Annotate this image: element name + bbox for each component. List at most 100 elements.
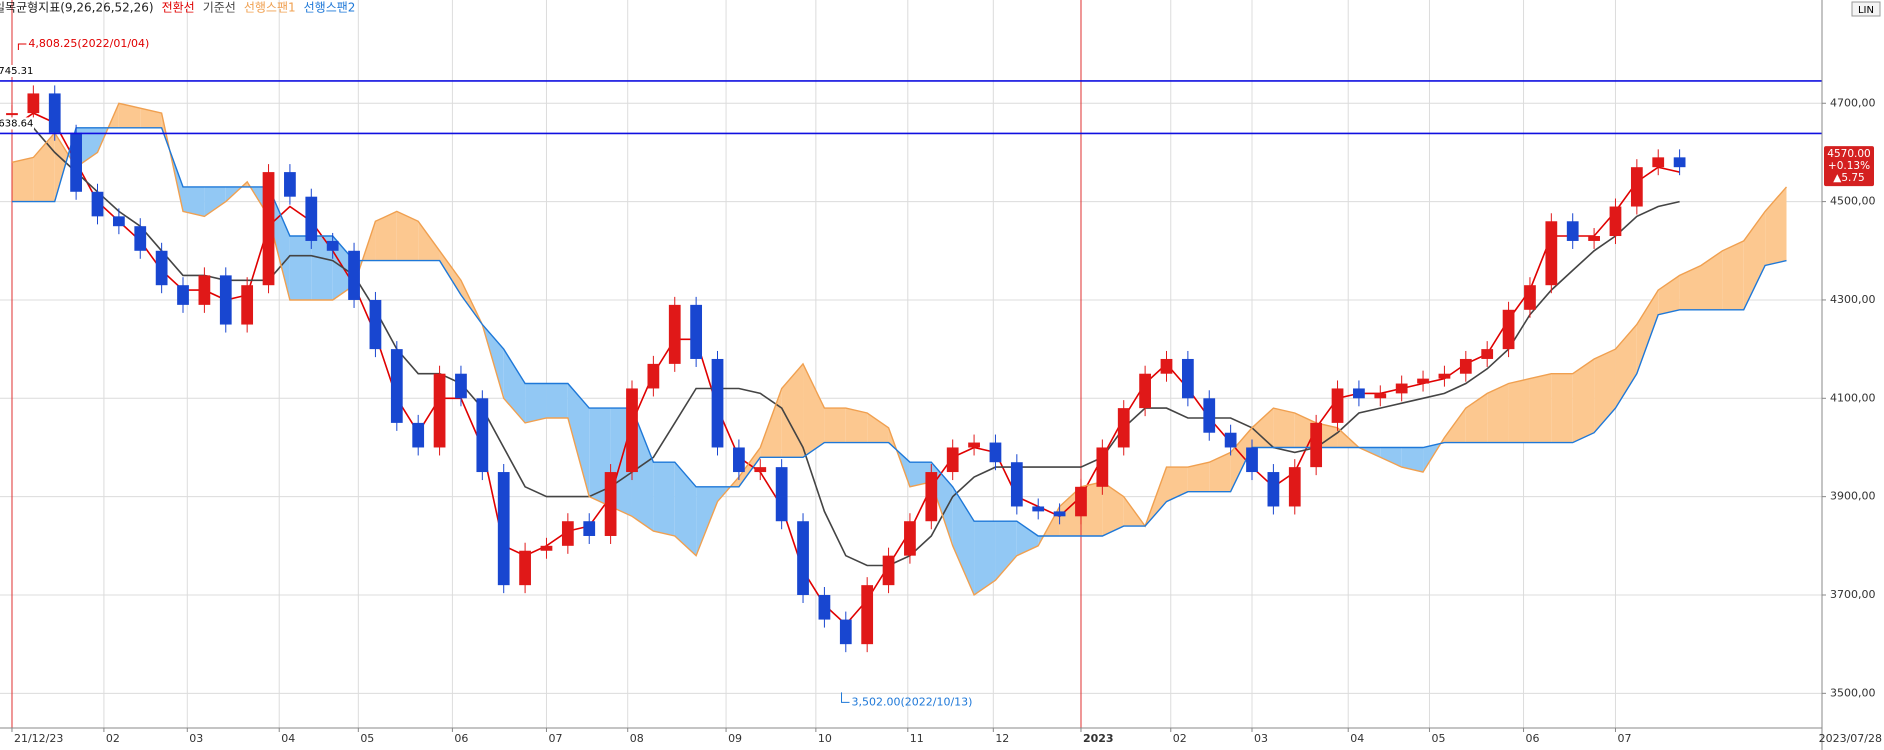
y-tick-label: 4100,00	[1830, 391, 1876, 404]
scale-button[interactable]: LIN	[1858, 5, 1874, 16]
hline-label: 4745.31	[0, 66, 33, 77]
cloud-segment	[11, 157, 34, 202]
candle	[1588, 236, 1600, 241]
cloud-segment	[653, 462, 675, 536]
candle	[91, 191, 104, 217]
cloud-segment	[140, 108, 162, 128]
cloud-segment	[546, 383, 568, 418]
legend-entry: 전환선	[162, 1, 195, 15]
candle	[861, 585, 874, 645]
candle	[348, 250, 360, 300]
candle	[112, 216, 125, 227]
candle	[27, 93, 40, 114]
candle	[1288, 467, 1301, 507]
cloud-segment	[1487, 383, 1509, 443]
cloud-segment	[118, 103, 141, 128]
candle	[284, 172, 296, 197]
candle	[1481, 349, 1494, 359]
cloud-segment	[1252, 408, 1274, 448]
scale-button-box[interactable]	[1851, 1, 1881, 17]
last-change: +0.13%	[1828, 160, 1870, 172]
candle	[48, 93, 61, 133]
cloud-segment	[867, 413, 889, 443]
legend-entry: 선행스팬2	[304, 0, 356, 15]
candle	[904, 521, 916, 556]
candle	[412, 422, 425, 448]
candle	[797, 521, 809, 595]
candle	[1459, 358, 1472, 374]
candle	[1010, 462, 1023, 507]
candle	[1117, 408, 1130, 448]
cloud-segment	[1636, 290, 1659, 374]
cloud-segment	[1273, 408, 1295, 448]
candle	[70, 132, 82, 192]
cloud-segment	[824, 408, 846, 443]
candle	[1267, 472, 1280, 507]
y-tick-label: 4300,00	[1830, 293, 1876, 306]
cloud-segment	[696, 486, 718, 556]
x-tick-label: 04	[281, 732, 295, 745]
last-diff: ▲5.75	[1833, 172, 1864, 184]
y-tick-label: 3500,00	[1830, 686, 1876, 699]
candle	[711, 358, 724, 448]
y-tick-label: 4700,00	[1830, 96, 1876, 109]
candle	[177, 285, 189, 305]
candle	[1545, 221, 1558, 286]
indicator-line	[11, 102, 1788, 597]
candle	[1139, 373, 1151, 409]
cloud-segment	[1722, 240, 1744, 310]
cloud-segment	[525, 383, 547, 423]
annotation-pointer	[17, 43, 27, 51]
x-tick-label: 05	[1431, 732, 1445, 745]
cloud-segment	[183, 186, 205, 217]
cloud-segment	[995, 521, 1017, 581]
cloud-segment	[33, 132, 55, 202]
candle	[455, 373, 467, 399]
candle	[1502, 309, 1515, 350]
hline-label: 4638.64	[0, 118, 33, 129]
x-tick-label: 03	[189, 732, 203, 745]
cloud-segment	[974, 521, 996, 595]
cloud-segment	[418, 221, 440, 261]
candle	[1353, 388, 1365, 399]
candle	[733, 447, 745, 473]
x-tick-label: 07	[548, 732, 562, 745]
cloud-segment	[1230, 427, 1253, 492]
x-tick-label: 09	[728, 732, 742, 745]
y-tick-label: 3900,00	[1830, 490, 1876, 503]
candle	[1075, 486, 1087, 517]
candle	[6, 113, 18, 116]
cloud-segment	[311, 236, 333, 300]
x-tick-label: 21/12/23	[14, 732, 63, 745]
cloud-segment	[1380, 447, 1402, 468]
candle	[497, 472, 510, 586]
cloud-segment	[1401, 447, 1424, 473]
candle	[262, 172, 275, 286]
candle	[690, 304, 703, 359]
cloud-segment	[1016, 521, 1039, 556]
x-tick-label: 02	[106, 732, 120, 745]
candle	[1331, 388, 1344, 423]
candle	[1566, 221, 1579, 241]
x-tick-label: 04	[1350, 732, 1364, 745]
last-price-marker	[1824, 146, 1874, 187]
cloud-segment	[1679, 265, 1701, 310]
candle	[1096, 447, 1109, 487]
candle	[1160, 358, 1173, 374]
candle	[1374, 393, 1387, 399]
candle	[155, 250, 168, 286]
cloud-segment	[375, 211, 397, 261]
candle	[604, 472, 617, 536]
candle	[369, 299, 382, 350]
candle	[1524, 285, 1536, 310]
candle	[476, 398, 489, 473]
x-tick-label: 06	[454, 732, 468, 745]
x-tick-label: 12	[995, 732, 1009, 745]
candle	[1310, 422, 1323, 468]
cloud-segment	[760, 388, 782, 458]
cloud-segment	[567, 383, 590, 497]
hline-label-box	[0, 117, 34, 130]
annotation: 3,502.00(2022/10/13)	[852, 695, 973, 708]
candle	[668, 304, 681, 364]
cloud-segment	[1166, 467, 1188, 502]
